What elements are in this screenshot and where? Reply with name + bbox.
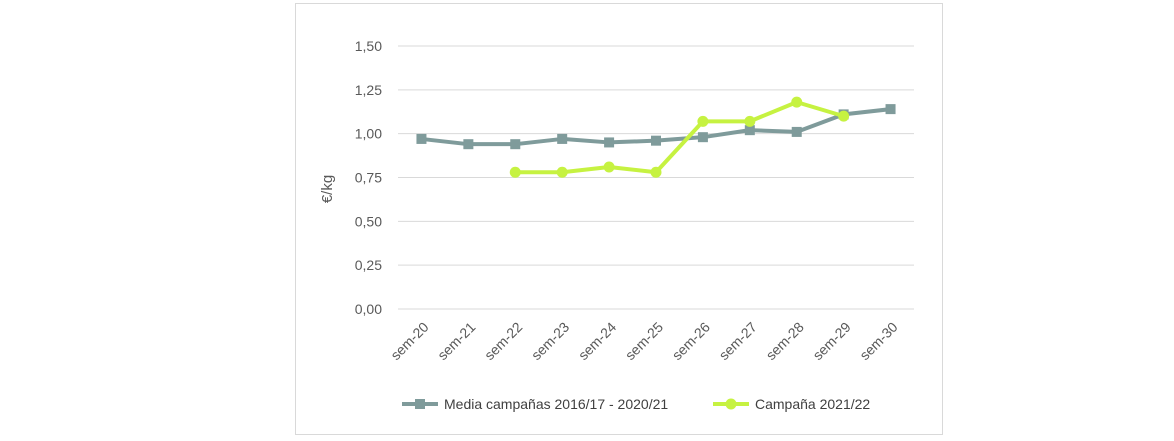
x-tick-label: sem-20 <box>387 319 431 363</box>
data-point <box>509 166 521 178</box>
data-point <box>651 135 661 146</box>
data-point <box>885 104 896 115</box>
legend-label: Campaña 2021/22 <box>755 396 870 412</box>
data-point <box>697 132 708 143</box>
legend-marker <box>415 399 425 409</box>
data-point <box>838 110 850 122</box>
x-tick-label: sem-27 <box>716 319 760 363</box>
chart-frame <box>295 3 943 435</box>
data-point <box>463 139 474 150</box>
legend-item: Media campañas 2016/17 - 2020/21 <box>402 396 668 412</box>
x-tick-label: sem-21 <box>434 319 478 363</box>
y-axis-title: €/kg <box>319 175 336 203</box>
data-point <box>557 133 568 144</box>
data-point <box>744 125 755 136</box>
y-tick-label: 0,50 <box>355 213 382 229</box>
y-tick-label: 1,25 <box>355 82 382 98</box>
x-tick-label: sem-24 <box>575 319 619 363</box>
data-point <box>791 96 803 108</box>
series-line <box>515 100 845 175</box>
x-axis-ticks: sem-20 sem-21 sem-22 sem-23 sem-24 sem-25 sem-… <box>387 319 901 363</box>
y-tick-label: 1,00 <box>355 126 382 142</box>
y-axis-ticks: 0,00 0,25 0,50 0,75 1,00 1,25 1,50 <box>355 38 382 317</box>
data-point <box>416 133 427 144</box>
data-point <box>697 115 709 127</box>
x-tick-label: sem-28 <box>763 319 807 363</box>
gridlines <box>398 45 914 310</box>
y-tick-label: 0,75 <box>355 170 382 186</box>
x-tick-label: sem-25 <box>622 319 666 363</box>
x-tick-label: sem-26 <box>669 319 713 363</box>
legend-label: Media campañas 2016/17 - 2020/21 <box>444 396 668 412</box>
data-point <box>744 115 756 127</box>
data-point <box>556 166 568 178</box>
data-point <box>791 126 802 137</box>
y-tick-label: 0,00 <box>355 301 382 317</box>
series-2 <box>509 96 850 178</box>
legend-item: Campaña 2021/22 <box>713 396 870 412</box>
y-tick-label: 1,50 <box>355 38 382 54</box>
x-tick-label: sem-30 <box>856 319 900 363</box>
y-tick-label: 0,25 <box>355 257 382 273</box>
data-point <box>604 137 615 148</box>
x-tick-label: sem-22 <box>481 319 525 363</box>
series-layer <box>416 96 896 178</box>
x-tick-label: sem-23 <box>528 319 572 363</box>
data-point <box>650 166 662 178</box>
legend-marker <box>725 398 737 410</box>
legend: Media campañas 2016/17 - 2020/21 Campaña … <box>402 396 870 412</box>
x-tick-label: sem-29 <box>809 319 853 363</box>
data-point <box>603 161 615 173</box>
data-point <box>510 139 521 150</box>
series-1 <box>416 104 896 150</box>
